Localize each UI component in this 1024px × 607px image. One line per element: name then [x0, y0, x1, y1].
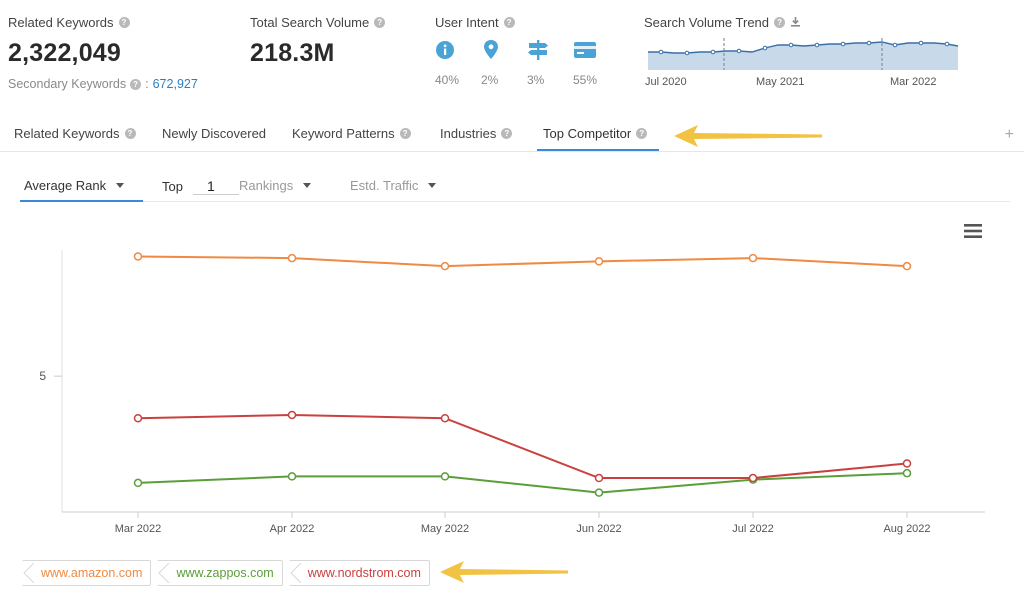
help-icon[interactable]: ?	[118, 17, 130, 28]
secondary-keywords-label: Secondary Keywords	[8, 77, 127, 91]
x-tick-label: Jul 2022	[732, 523, 774, 535]
help-icon[interactable]: ?	[501, 128, 513, 139]
related-keywords-label: Related Keywords	[8, 15, 114, 30]
user-intent-label: User Intent	[435, 15, 499, 30]
legend-item-amazon[interactable]: www.amazon.com	[22, 560, 152, 586]
data-point	[902, 261, 912, 271]
tab-newly-discovered[interactable]: Newly Discovered	[162, 126, 267, 141]
data-point	[748, 253, 758, 263]
tab-industries[interactable]: Industries?	[440, 126, 513, 141]
intent-commercial[interactable]: 3%	[527, 39, 573, 87]
chart-controls: Average Rank Top Rankings Estd. Traffic	[20, 172, 1010, 202]
x-tick-label: May 2022	[421, 523, 469, 535]
total-search-volume-label: Total Search Volume	[250, 15, 370, 30]
trend-tick: May 2021	[756, 76, 805, 88]
data-point	[594, 257, 604, 266]
tab-keyword-patterns[interactable]: Keyword Patterns?	[292, 126, 411, 141]
help-icon[interactable]: ?	[130, 78, 142, 90]
chevron-down-icon	[303, 183, 312, 188]
help-icon[interactable]: ?	[124, 128, 136, 139]
info-icon	[435, 39, 481, 61]
data-point	[748, 473, 758, 483]
intent-informational[interactable]: 40%	[435, 39, 481, 87]
metric-dropdown[interactable]: Average Rank	[24, 178, 125, 193]
search-volume-trend-label: Search Volume Trend	[644, 15, 770, 30]
chevron-down-icon	[116, 183, 125, 188]
legend-item-nordstrom[interactable]: www.nordstrom.com	[288, 560, 430, 586]
tab-related-keywords[interactable]: Related Keywords?	[14, 126, 136, 141]
search-volume-trend-stat: Search Volume Trend ?	[644, 15, 801, 30]
data-point	[440, 413, 450, 423]
help-icon[interactable]: ?	[399, 128, 411, 139]
help-icon[interactable]: ?	[774, 17, 786, 28]
x-tick-label: Apr 2022	[270, 523, 315, 535]
x-tick-label: Mar 2022	[115, 523, 161, 535]
location-pin-icon	[481, 39, 527, 61]
series-line-www-amazon-com	[137, 255, 908, 268]
trend-tick: Jul 2020	[645, 76, 687, 88]
tab-bar: Related Keywords? Newly Discovered Keywo…	[0, 118, 1024, 152]
user-intent-stat: User Intent ? 40% 2% 3% 55%	[435, 15, 619, 87]
active-tab-indicator	[537, 149, 659, 151]
intent-navigational[interactable]: 2%	[481, 39, 527, 87]
search-volume-sparkline	[648, 38, 959, 70]
top-label: Top	[162, 179, 183, 194]
tab-top-competitor[interactable]: Top Competitor?	[543, 126, 648, 141]
related-keywords-stat: Related Keywords ? 2,322,049 Secondary K…	[8, 15, 198, 91]
trend-tick: Mar 2022	[890, 76, 937, 88]
x-tick-label: Aug 2022	[883, 523, 930, 535]
traffic-dropdown[interactable]: Estd. Traffic	[350, 178, 437, 193]
help-icon[interactable]: ?	[374, 17, 386, 28]
top-n-input[interactable]	[192, 178, 239, 195]
data-point	[594, 488, 604, 497]
related-keywords-value: 2,322,049	[8, 39, 122, 67]
total-search-volume-value: 218.3M	[250, 39, 335, 67]
data-point	[287, 472, 297, 481]
credit-card-icon	[573, 39, 619, 61]
data-point	[133, 478, 143, 488]
x-tick-label: Jun 2022	[576, 523, 621, 535]
intent-transactional[interactable]: 55%	[573, 39, 619, 87]
series-line-www-zappos-com	[137, 472, 908, 494]
chart-legend: www.amazon.com www.zappos.com www.nordst…	[22, 560, 430, 586]
help-icon[interactable]: ?	[636, 128, 648, 139]
data-point	[287, 253, 297, 263]
metric-dropdown-indicator	[20, 200, 143, 202]
total-search-volume-stat: Total Search Volume ? 218.3M	[250, 15, 386, 68]
y-tick-label: 5	[39, 369, 46, 383]
rankings-dropdown[interactable]: Rankings	[239, 178, 312, 193]
data-point	[287, 410, 297, 420]
legend-item-zappos[interactable]: www.zappos.com	[157, 560, 283, 586]
data-point	[133, 413, 143, 423]
add-tab-icon[interactable]: +	[1004, 126, 1014, 143]
annotation-arrow-icon	[440, 561, 568, 583]
data-point	[440, 261, 450, 271]
signpost-icon	[527, 39, 573, 61]
help-icon[interactable]: ?	[503, 17, 515, 28]
data-point	[902, 468, 912, 478]
download-icon[interactable]	[790, 15, 801, 30]
data-point	[133, 252, 143, 261]
secondary-keywords-link[interactable]: 672,927	[152, 77, 198, 91]
chevron-down-icon	[428, 183, 437, 188]
annotation-arrow-icon	[674, 125, 822, 147]
data-point	[440, 472, 450, 481]
data-point	[594, 473, 604, 483]
series-line-www-nordstrom-com	[137, 413, 908, 480]
competitor-rank-chart: 5 Mar 2022 Apr 2022 May 2022 Jun 2022 Jul 202…	[39, 250, 985, 535]
hamburger-menu-icon[interactable]	[964, 224, 982, 238]
data-point	[902, 459, 912, 468]
